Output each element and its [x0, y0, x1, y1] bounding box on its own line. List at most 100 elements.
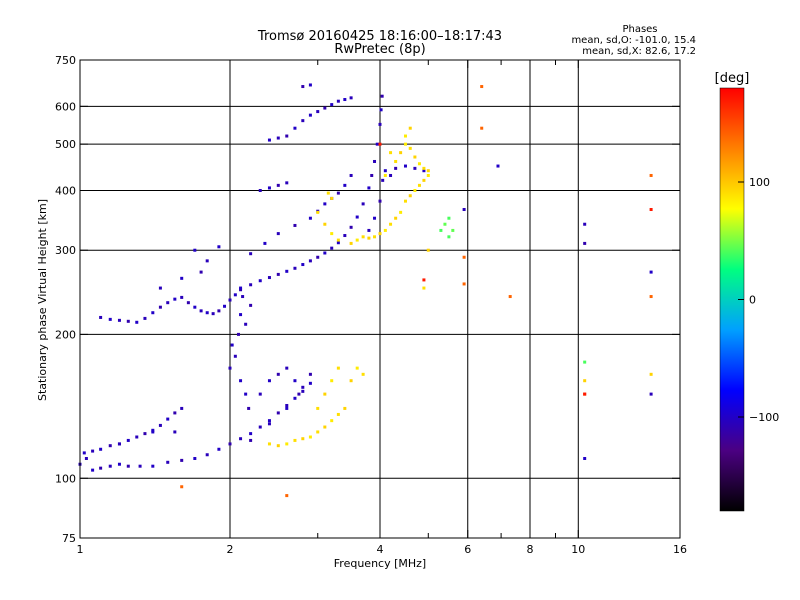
colorbar-label: [deg] — [715, 71, 750, 86]
data-point — [301, 385, 305, 389]
data-point — [379, 108, 383, 112]
x-tick-label: 8 — [527, 543, 534, 556]
data-point — [426, 248, 430, 252]
data-point — [422, 178, 426, 182]
data-point — [267, 442, 271, 446]
data-point — [343, 98, 347, 102]
y-tick-label: 400 — [55, 184, 76, 197]
data-point — [126, 464, 130, 468]
data-point — [205, 259, 209, 263]
data-point — [349, 173, 353, 177]
data-point — [373, 235, 377, 239]
data-point — [244, 392, 248, 396]
data-point — [267, 379, 271, 383]
data-point — [126, 438, 130, 442]
y-tick-label: 500 — [55, 138, 76, 151]
data-point — [117, 318, 121, 322]
data-point — [173, 297, 177, 301]
data-point — [439, 228, 443, 232]
data-point — [158, 286, 162, 290]
data-point — [193, 248, 197, 252]
data-point — [443, 222, 447, 226]
data-point — [308, 83, 312, 87]
data-point — [330, 379, 334, 383]
data-point — [367, 186, 371, 190]
data-point — [258, 425, 262, 429]
data-point — [462, 208, 466, 212]
data-point — [249, 432, 253, 436]
data-point — [367, 236, 371, 240]
data-point — [217, 309, 221, 313]
data-point — [378, 232, 382, 236]
data-point — [308, 216, 312, 220]
data-point — [276, 372, 280, 376]
data-point — [308, 435, 312, 439]
data-point — [316, 110, 320, 114]
data-point — [239, 313, 243, 317]
data-point — [158, 423, 162, 427]
data-point — [301, 437, 305, 441]
data-point — [205, 311, 209, 315]
data-point — [308, 113, 312, 117]
data-point — [228, 366, 232, 370]
data-point — [143, 316, 147, 320]
data-point — [417, 183, 421, 187]
data-point — [361, 235, 365, 239]
colorbar-tick-label: 0 — [749, 294, 756, 307]
data-point — [361, 202, 365, 206]
data-point — [408, 146, 412, 150]
data-point — [383, 173, 387, 177]
data-point — [480, 126, 484, 130]
data-point — [403, 199, 407, 203]
data-point — [249, 303, 253, 307]
data-point — [336, 412, 340, 416]
data-point — [316, 430, 320, 434]
data-point — [293, 223, 297, 227]
data-point — [323, 425, 327, 429]
data-point — [426, 169, 430, 173]
data-point — [166, 301, 170, 305]
data-point — [193, 305, 197, 309]
data-point — [462, 282, 466, 286]
data-point — [330, 103, 334, 107]
data-point — [378, 142, 382, 146]
data-point — [389, 222, 393, 226]
data-point — [649, 372, 653, 376]
data-point — [343, 234, 347, 238]
data-point — [583, 392, 587, 396]
colorbar-tick-label: 100 — [749, 176, 770, 189]
data-point — [276, 232, 280, 236]
data-point — [293, 126, 297, 130]
data-point — [370, 173, 374, 177]
data-point — [336, 191, 340, 195]
data-point — [82, 451, 86, 455]
data-point — [462, 255, 466, 259]
data-point — [267, 419, 271, 423]
data-point — [330, 246, 334, 250]
data-point — [389, 173, 393, 177]
data-point — [199, 270, 203, 274]
data-point — [649, 173, 653, 177]
data-point — [258, 392, 262, 396]
data-point — [394, 166, 398, 170]
data-point — [135, 320, 139, 324]
data-point — [143, 432, 147, 436]
data-point — [380, 94, 384, 98]
data-point — [373, 159, 377, 163]
data-point — [91, 468, 95, 472]
data-point — [349, 96, 353, 100]
data-point — [649, 208, 653, 212]
data-point — [583, 222, 587, 226]
data-point — [249, 283, 253, 287]
data-point — [408, 194, 412, 198]
data-point — [228, 298, 232, 302]
data-point — [267, 276, 271, 280]
y-tick-label: 600 — [55, 100, 76, 113]
data-point — [308, 259, 312, 263]
colorbar-ticks-layer: −100 0 100 — [738, 176, 779, 424]
y-tick-label: 750 — [55, 54, 76, 67]
data-point — [285, 406, 289, 410]
data-point — [583, 360, 587, 364]
y-tick-label: 100 — [55, 472, 76, 485]
